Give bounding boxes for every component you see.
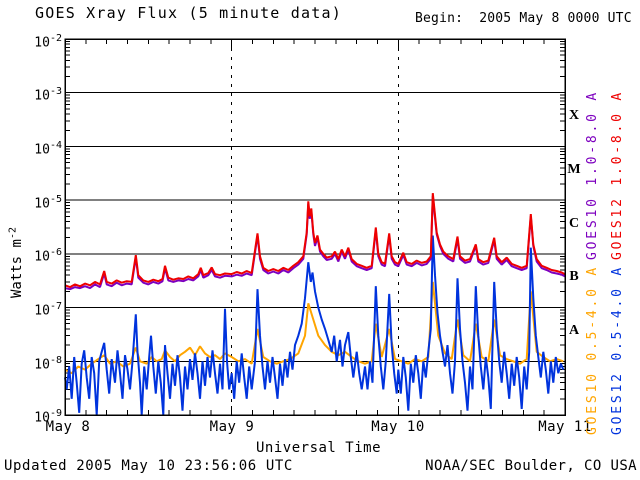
y-tick-label-1e-2: 10-2 xyxy=(34,33,62,51)
footer-updated-timestamp: Updated 2005 May 10 23:56:06 UTC xyxy=(4,458,293,474)
x-tick-label-may8: May 8 xyxy=(45,419,91,435)
footer-source-credit: NOAA/SEC Boulder, CO USA xyxy=(425,458,637,474)
legend-goes10-long: GOES10 1.0-8.0 A xyxy=(585,89,600,261)
y-axis-title: Watts m-2 xyxy=(7,201,26,325)
flare-class-c: C xyxy=(568,216,580,231)
y-tick-label-1e-4: 10-4 xyxy=(34,140,62,158)
chart-title: GOES Xray Flux (5 minute data) xyxy=(35,4,342,22)
y-tick-label-1e-5: 10-5 xyxy=(34,194,62,212)
x-tick-label-may10: May 10 xyxy=(371,419,425,435)
flare-class-x: X xyxy=(568,108,580,123)
y-tick-label-1e-6: 10-6 xyxy=(34,247,62,265)
legend-goes12-short: GOES12 0.5-4.0 A xyxy=(610,264,625,436)
y-tick-label-1e-3: 10-3 xyxy=(34,86,62,104)
plot-border xyxy=(64,38,566,416)
x-axis-title: Universal Time xyxy=(256,440,382,456)
begin-label: Begin: 2005 May 8 0000 UTC xyxy=(415,11,632,26)
flare-class-m: M xyxy=(567,162,581,177)
x-tick-label-may11: May 11 xyxy=(538,419,592,435)
legend-goes12-long: GOES12 1.0-8.0 A xyxy=(610,89,625,261)
y-tick-label-1e-8: 10-8 xyxy=(34,355,62,373)
flare-class-a: A xyxy=(568,323,580,338)
series-line-goes10-0-5-4-0-a xyxy=(64,281,564,375)
data-series xyxy=(64,193,566,416)
y-axis-title-text: Watts m xyxy=(9,239,26,299)
axis-ticks xyxy=(65,39,565,415)
y-axis-title-exponent: -2 xyxy=(7,226,19,240)
y-tick-label-1e-9: 10-9 xyxy=(34,408,62,426)
y-tick-label-1e-7: 10-7 xyxy=(34,301,62,319)
x-tick-label-may9: May 9 xyxy=(209,419,255,435)
series-line-goes12-1-0-8-0-a xyxy=(64,193,566,289)
flare-class-b: B xyxy=(569,269,579,284)
series-line-goes12-0-5-4-0-a xyxy=(64,235,565,416)
legend-goes10-short: GOES10 0.5-4.0 A xyxy=(585,264,600,436)
